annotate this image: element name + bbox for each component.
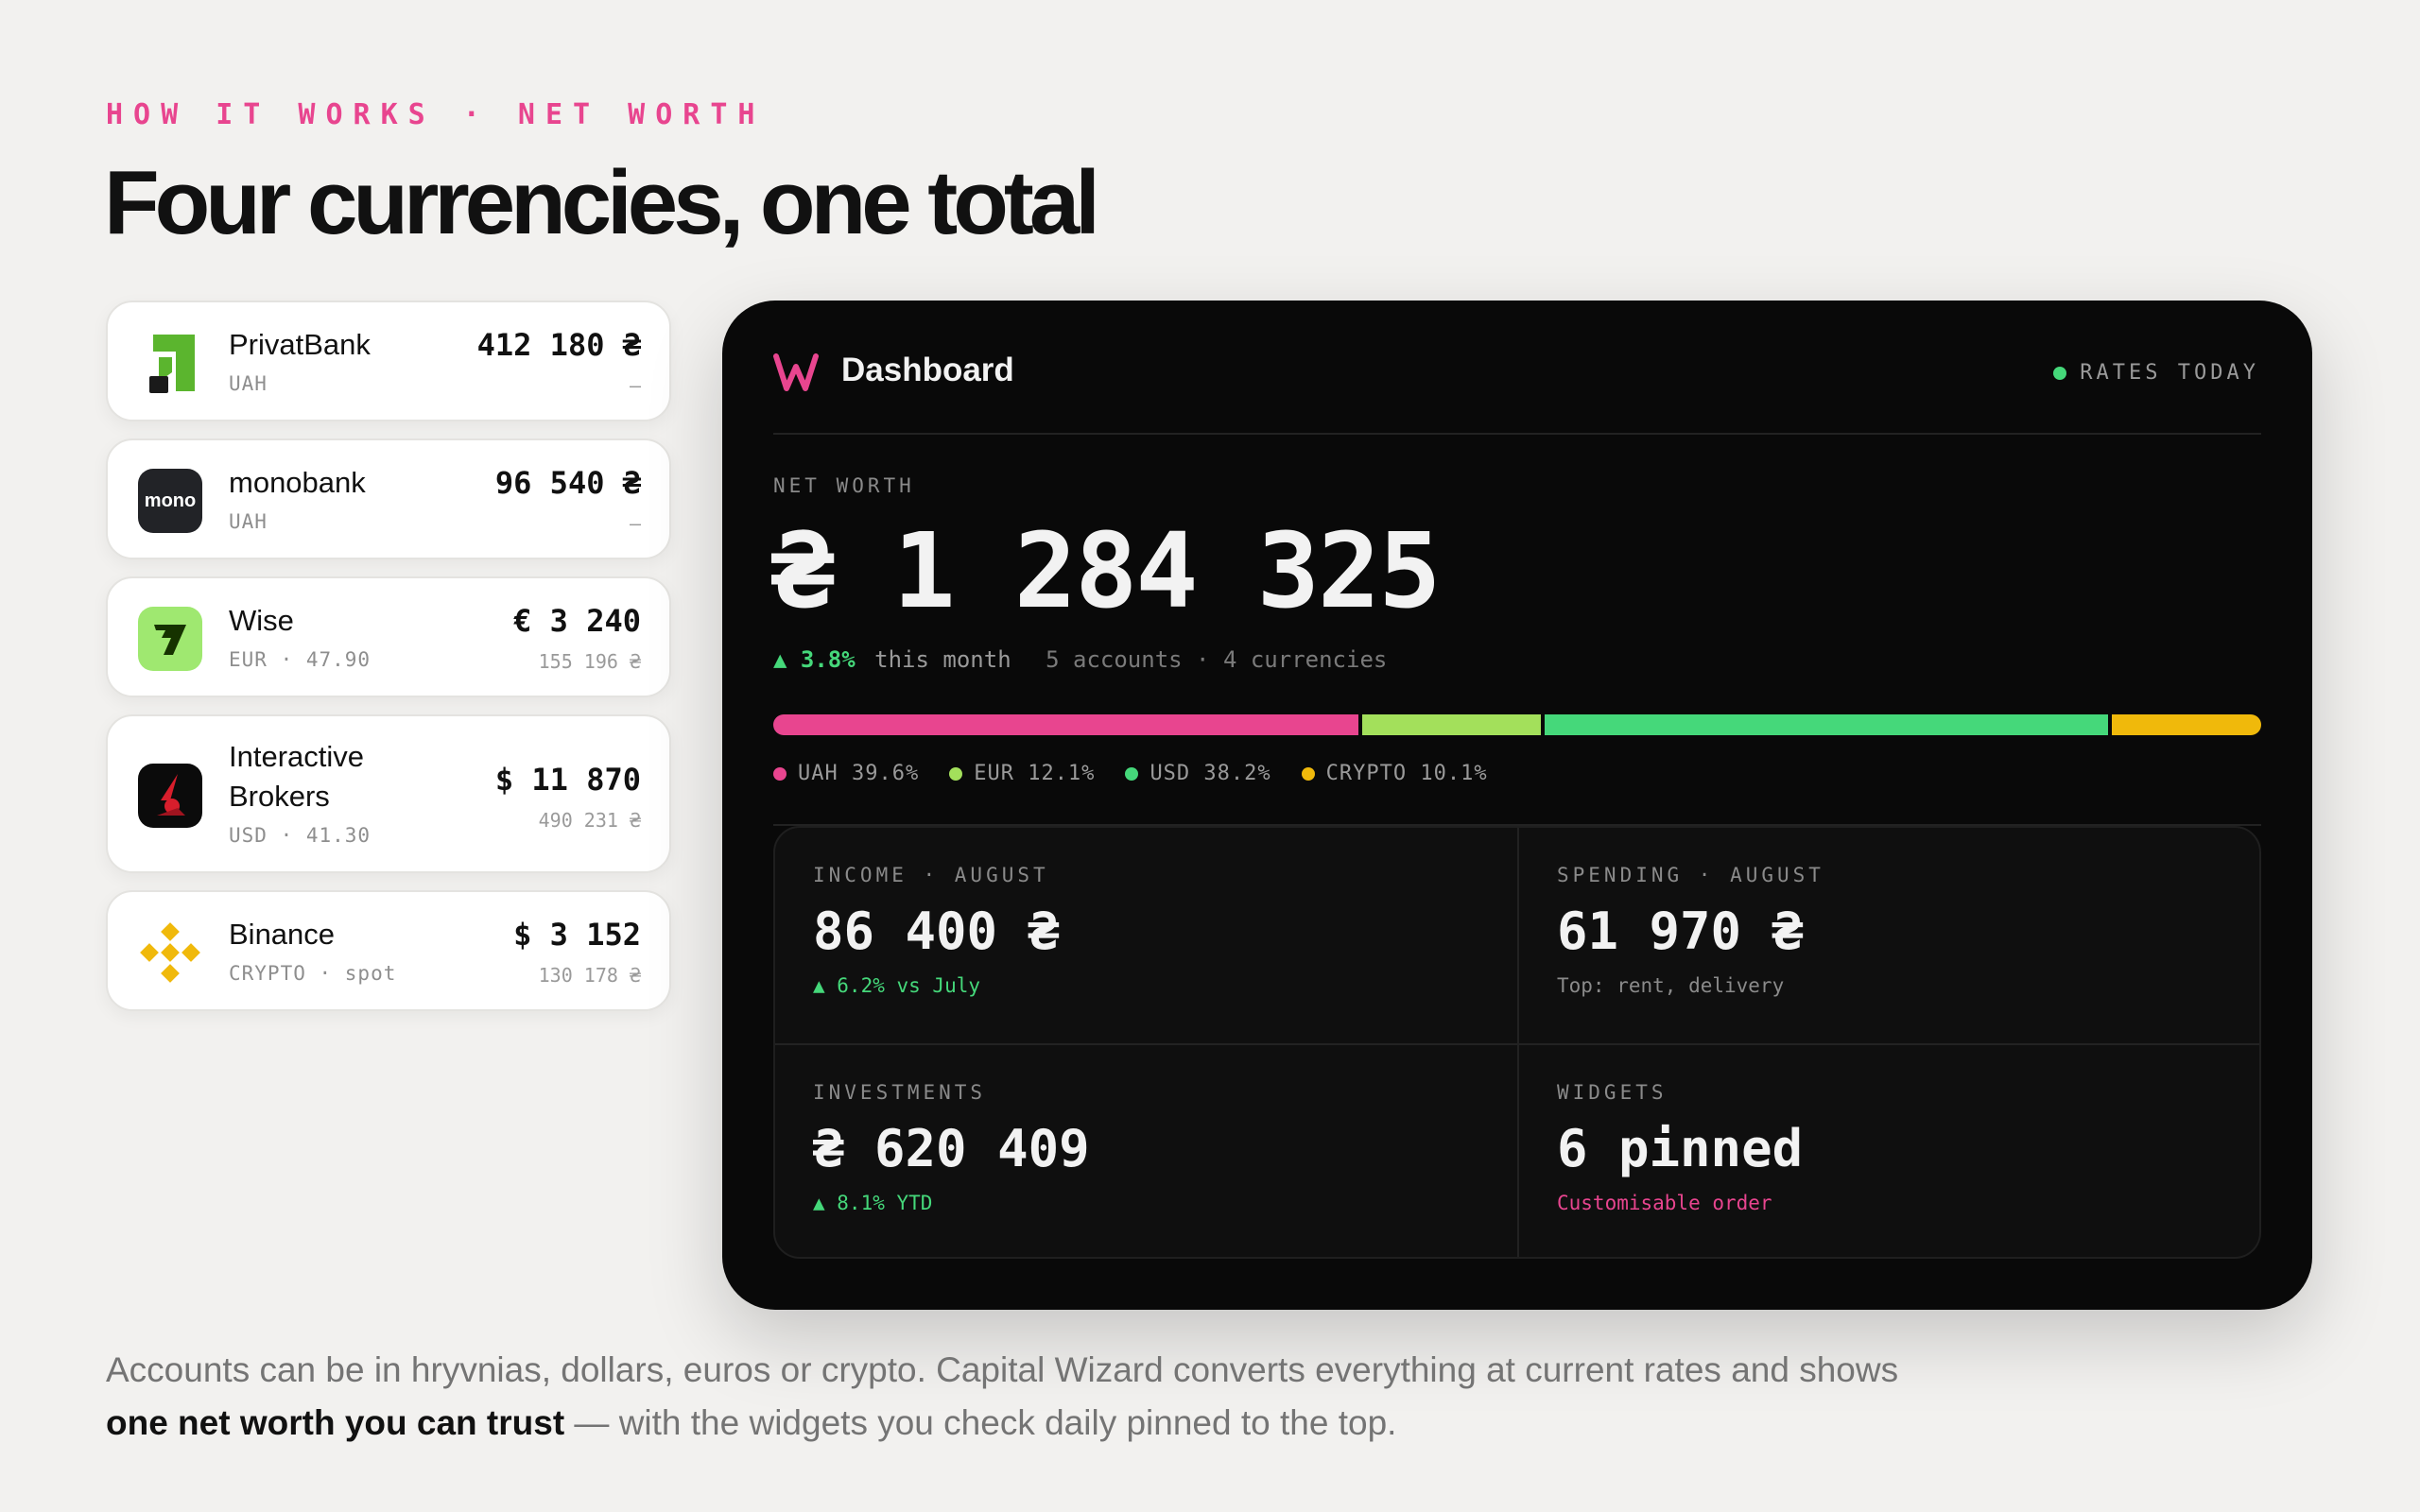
account-name: Binance	[229, 918, 336, 951]
account-name: monobank	[229, 466, 366, 499]
dashboard-panel: Dashboard RATES TODAY NET WORTH ₴ 1 284 …	[722, 301, 2312, 1310]
account-amount: € 3 240	[513, 603, 641, 639]
footer-description: Accounts can be in hryvnias, dollars, eu…	[106, 1344, 1996, 1450]
account-currency: EUR · 47.90	[229, 648, 372, 671]
legend-dot-icon	[1301, 766, 1315, 781]
allocation-segment-crypto	[2112, 714, 2261, 735]
grid-divider-vertical	[1517, 828, 1519, 1257]
binance-logo	[138, 920, 202, 985]
legend-label: UAH 39.6%	[798, 762, 920, 785]
footer-line1: Accounts can be in hryvnias, dollars, eu…	[106, 1350, 1899, 1389]
app-logo-icon	[773, 353, 819, 396]
section-eyebrow: HOW IT WORKS · NET WORTH	[106, 98, 766, 131]
account-currency: UAH	[229, 372, 268, 395]
spending-widget[interactable]: SPENDING · AUGUST 61 970 ₴ Top: rent, de…	[1519, 828, 2259, 1043]
interactive-brokers-logo	[138, 764, 202, 828]
status-dot-icon	[2053, 366, 2067, 380]
wise-logo	[138, 607, 202, 671]
account-card-privatbank[interactable]: PrivatBank UAH 412 180 ₴ —	[106, 301, 671, 421]
widgets-label: WIDGETS	[1557, 1081, 1668, 1104]
income-value: 86 400 ₴	[813, 902, 1060, 961]
spending-value: 61 970 ₴	[1557, 902, 1804, 961]
net-worth-value: ₴ 1 284 325	[771, 510, 1441, 631]
legend-dot-icon	[949, 766, 963, 781]
dashboard-title: Dashboard	[841, 352, 1014, 388]
rates-status: RATES TODAY	[2053, 361, 2259, 385]
account-converted: 130 178 ₴	[538, 964, 641, 987]
legend-item-uah: UAH 39.6%	[773, 762, 919, 785]
allocation-segment-uah	[773, 714, 1358, 735]
account-amount: 412 180 ₴	[476, 327, 641, 363]
account-converted: 155 196 ₴	[538, 650, 641, 673]
legend-item-usd: USD 38.2%	[1125, 762, 1270, 785]
header-divider	[773, 433, 2261, 435]
income-note: ▲ 6.2% vs July	[813, 974, 981, 997]
account-currency: USD · 41.30	[229, 824, 372, 847]
footer-emphasis: one net worth you can trust	[106, 1403, 565, 1442]
account-amount: $ 3 152	[513, 917, 641, 953]
allocation-segment-usd	[1544, 714, 2109, 735]
account-amount: $ 11 870	[494, 762, 641, 798]
account-card-interactive-brokers[interactable]: Interactive Brokers USD · 41.30 $ 11 870…	[106, 714, 671, 873]
legend-dot-icon	[773, 766, 786, 781]
account-amount: 96 540 ₴	[494, 465, 641, 501]
footer-rest: — with the widgets you check daily pinne…	[564, 1403, 1397, 1442]
account-converted: —	[629, 512, 641, 535]
legend-label: USD 38.2%	[1150, 762, 1271, 785]
net-worth-label: NET WORTH	[773, 474, 915, 497]
net-worth-summary: ▲ 3.8% this month 5 accounts · 4 currenc…	[773, 646, 1387, 673]
income-widget[interactable]: INCOME · AUGUST 86 400 ₴ ▲ 6.2% vs July	[775, 828, 1517, 1043]
privatbank-logo	[138, 331, 202, 395]
stats-grid: INCOME · AUGUST 86 400 ₴ ▲ 6.2% vs July …	[773, 826, 2261, 1259]
allocation-legend: UAH 39.6% EUR 12.1% USD 38.2% CRYPTO 10.1%	[773, 762, 1518, 785]
legend-label: EUR 12.1%	[974, 762, 1096, 785]
investments-label: INVESTMENTS	[813, 1081, 987, 1104]
allocation-segment-eur	[1361, 714, 1541, 735]
income-label: INCOME · AUGUST	[813, 864, 1049, 886]
stats-divider	[773, 824, 2261, 826]
grid-divider-horizontal	[775, 1043, 2259, 1045]
net-worth-meta: 5 accounts · 4 currencies	[1046, 646, 1388, 673]
account-card-monobank[interactable]: mono monobank UAH 96 540 ₴ —	[106, 438, 671, 559]
widgets-note: Customisable order	[1557, 1192, 1772, 1214]
monobank-logo: mono	[138, 469, 202, 533]
investments-note: ▲ 8.1% YTD	[813, 1192, 933, 1214]
account-currency: UAH	[229, 510, 268, 533]
legend-label: CRYPTO 10.1%	[1325, 762, 1488, 785]
net-worth-period: this month	[874, 646, 1011, 673]
account-card-binance[interactable]: Binance CRYPTO · spot $ 3 152 130 178 ₴	[106, 890, 671, 1011]
legend-dot-icon	[1125, 766, 1139, 781]
rates-status-label: RATES TODAY	[2080, 361, 2259, 385]
account-name-line2: Brokers	[229, 780, 330, 813]
account-converted: 490 231 ₴	[538, 809, 641, 832]
spending-note: Top: rent, delivery	[1557, 974, 1785, 997]
widgets-widget[interactable]: WIDGETS 6 pinned Customisable order	[1519, 1045, 2259, 1257]
investments-value: ₴ 620 409	[813, 1119, 1090, 1178]
legend-item-crypto: CRYPTO 10.1%	[1301, 762, 1488, 785]
allocation-bar	[773, 714, 2261, 735]
account-card-wise[interactable]: Wise EUR · 47.90 € 3 240 155 196 ₴	[106, 576, 671, 697]
investments-widget[interactable]: INVESTMENTS ₴ 620 409 ▲ 8.1% YTD	[775, 1045, 1517, 1257]
account-name: PrivatBank	[229, 328, 371, 361]
monobank-logo-text: mono	[144, 490, 197, 511]
account-currency: CRYPTO · spot	[229, 962, 397, 985]
spending-label: SPENDING · AUGUST	[1557, 864, 1824, 886]
legend-item-eur: EUR 12.1%	[949, 762, 1095, 785]
page-title: Four currencies, one total	[104, 152, 1100, 253]
account-converted: —	[629, 374, 641, 397]
account-name: Wise	[229, 604, 294, 637]
widgets-value: 6 pinned	[1557, 1119, 1804, 1178]
account-name-line1: Interactive	[229, 740, 365, 773]
net-worth-change: ▲ 3.8%	[773, 646, 856, 673]
